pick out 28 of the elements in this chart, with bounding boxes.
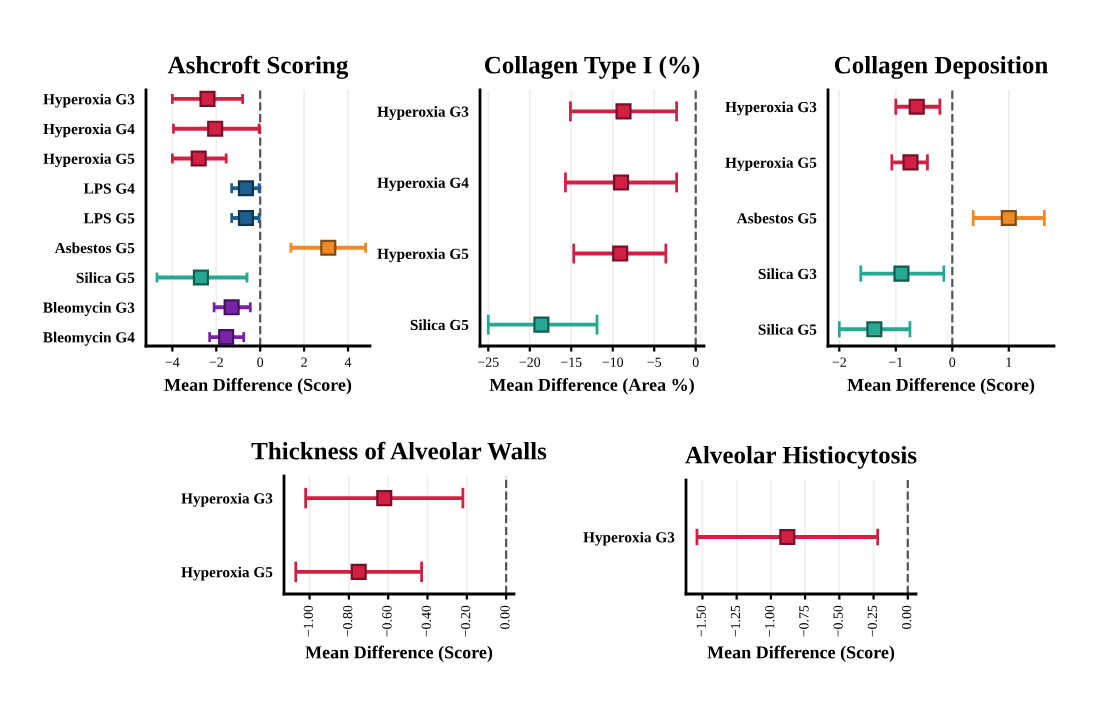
point [237, 209, 254, 227]
chart-title: Ashcroft Scoring [167, 55, 349, 79]
point [199, 90, 216, 107]
point [893, 265, 910, 282]
x-axis-title: Mean Difference (Area %) [489, 378, 694, 395]
point [902, 154, 919, 171]
point [1000, 209, 1017, 227]
point [320, 239, 337, 256]
point [533, 316, 550, 333]
point [612, 174, 630, 191]
point [615, 103, 632, 120]
chart-title: Collagen Type I (%) [484, 55, 700, 79]
point [237, 180, 254, 197]
point [207, 120, 224, 137]
point [190, 150, 207, 167]
point [612, 245, 629, 262]
x-axis-title: Mean Difference (Score) [164, 378, 352, 395]
x-axis-title: Mean Difference (Score) [305, 645, 493, 663]
point [223, 299, 240, 316]
chart-title: Collagen Deposition [834, 55, 1048, 79]
chart-title: Thickness of Alveolar Walls [251, 441, 547, 460]
point [866, 321, 883, 338]
x-axis-title: Mean Difference (Score) [707, 645, 895, 663]
point [218, 329, 235, 346]
point [908, 98, 925, 115]
x-axis-title: Mean Difference (Score) [847, 378, 1035, 395]
point [192, 269, 209, 286]
chart-title: Alveolar Histiocytosis [685, 445, 917, 469]
